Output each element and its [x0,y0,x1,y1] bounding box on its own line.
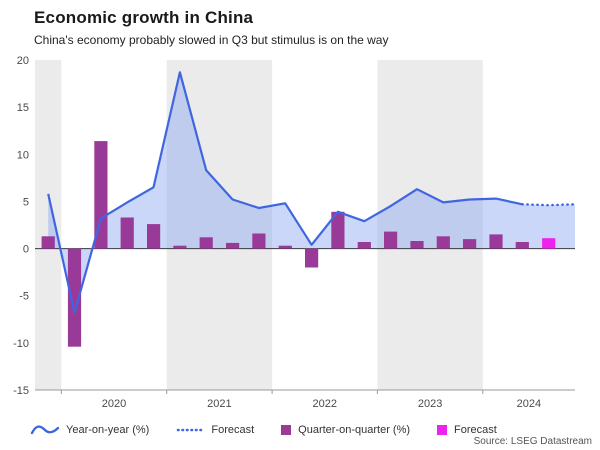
legend-item-yoy: Year-on-year (%) [30,423,149,437]
yoy-line-icon [30,425,60,435]
svg-text:15: 15 [17,102,29,114]
forecast-dotted-line-icon [177,428,205,432]
legend-label-yoy: Year-on-year (%) [66,424,150,436]
svg-text:0: 0 [23,244,29,256]
legend: Year-on-year (%) Forecast Quarter-on-qua… [30,423,497,437]
source-credit: Source: LSEG Datastream [473,436,592,447]
legend-label-bar-forecast: Forecast [454,424,497,436]
page-title: Economic growth in China [34,8,254,27]
svg-text:2023: 2023 [418,398,442,410]
bar-forecast-square-icon [437,425,448,435]
legend-label-qoq: Quarter-on-quarter (%) [298,424,411,436]
svg-text:20: 20 [17,55,29,67]
svg-text:-15: -15 [13,385,29,397]
page-subtitle: China's economy probably slowed in Q3 bu… [34,33,389,47]
legend-item-line-forecast: Forecast [175,423,254,437]
svg-text:2021: 2021 [207,398,231,410]
legend-item-bar-forecast: Forecast [436,424,497,436]
legend-label-line-forecast: Forecast [211,424,255,436]
svg-text:2022: 2022 [313,398,337,410]
svg-text:-5: -5 [19,291,29,303]
chart-plot-area: 20 15 10 5 0 -5 -10 -15 2020 2021 2022 2023 2024 [13,55,577,410]
svg-text:2020: 2020 [102,398,126,410]
qoq-square-icon [281,425,292,435]
svg-text:5: 5 [23,196,29,208]
svg-text:10: 10 [17,149,29,161]
legend-item-qoq: Quarter-on-quarter (%) [280,424,410,436]
svg-text:2024: 2024 [517,398,541,410]
svg-text:-10: -10 [13,338,29,350]
